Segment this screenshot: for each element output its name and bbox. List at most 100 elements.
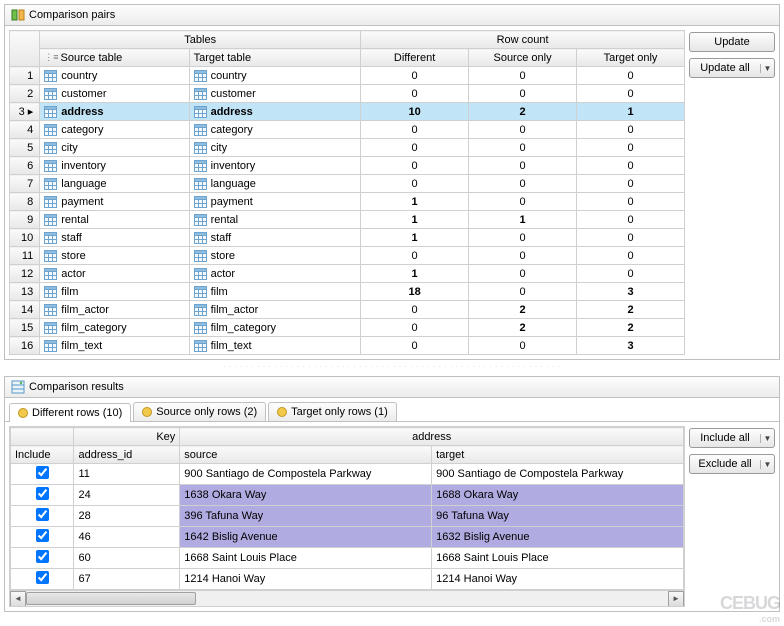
- row-number: 3 ▸: [10, 103, 40, 121]
- table-row[interactable]: 14film_actorfilm_actor022: [10, 301, 685, 319]
- table-row[interactable]: 12actoractor100: [10, 265, 685, 283]
- watermark: CEBUG.com: [720, 593, 780, 624]
- table-row[interactable]: 7languagelanguage000: [10, 175, 685, 193]
- tab-different-rows[interactable]: Different rows (10): [9, 403, 131, 422]
- update-button[interactable]: Update: [689, 32, 775, 52]
- table-row[interactable]: 461642 Bislig Avenue1632 Bislig Avenue: [11, 527, 684, 548]
- include-header[interactable]: Include: [11, 446, 74, 464]
- include-all-button[interactable]: Include all▼: [689, 428, 775, 448]
- include-cell[interactable]: [11, 527, 74, 548]
- include-checkbox[interactable]: [36, 508, 49, 521]
- source-table-cell: language: [40, 175, 189, 193]
- different-cell: 0: [361, 121, 469, 139]
- source-only-cell: 0: [469, 247, 577, 265]
- table-row[interactable]: 11storestore000: [10, 247, 685, 265]
- source-cell: 900 Santiago de Compostela Parkway: [180, 464, 432, 485]
- scroll-left-button[interactable]: ◄: [10, 591, 26, 607]
- table-row[interactable]: 1countrycountry000: [10, 67, 685, 85]
- table-row[interactable]: 28396 Tafuna Way96 Tafuna Way: [11, 506, 684, 527]
- include-checkbox[interactable]: [36, 550, 49, 563]
- source-table-cell: payment: [40, 193, 189, 211]
- table-row[interactable]: 2customercustomer000: [10, 85, 685, 103]
- table-row[interactable]: 8paymentpayment100: [10, 193, 685, 211]
- dropdown-icon[interactable]: ▼: [760, 64, 774, 73]
- include-cell[interactable]: [11, 464, 74, 485]
- target-header[interactable]: target: [432, 446, 684, 464]
- include-checkbox[interactable]: [36, 571, 49, 584]
- target-only-header[interactable]: Target only: [577, 49, 685, 67]
- table-row[interactable]: 13filmfilm1803: [10, 283, 685, 301]
- table-row[interactable]: 5citycity000: [10, 139, 685, 157]
- tables-group-header: Tables: [40, 31, 361, 49]
- table-row[interactable]: 9rentalrental110: [10, 211, 685, 229]
- tab-target-only[interactable]: Target only rows (1): [268, 402, 397, 421]
- row-number: 5: [10, 139, 40, 157]
- target-only-cell: 0: [577, 265, 685, 283]
- table-row[interactable]: 10staffstaff100: [10, 229, 685, 247]
- different-cell: 0: [361, 85, 469, 103]
- source-table-header[interactable]: ⋮≡Source table: [40, 49, 189, 67]
- row-number: 4: [10, 121, 40, 139]
- table-row[interactable]: 601668 Saint Louis Place1668 Saint Louis…: [11, 548, 684, 569]
- include-cell[interactable]: [11, 548, 74, 569]
- source-only-header[interactable]: Source only: [469, 49, 577, 67]
- horizontal-scrollbar[interactable]: ◄ ►: [10, 590, 684, 606]
- empty-group-header: [11, 428, 74, 446]
- update-all-button[interactable]: Update all▼: [689, 58, 775, 78]
- row-number: 11: [10, 247, 40, 265]
- target-only-cell: 0: [577, 193, 685, 211]
- include-checkbox[interactable]: [36, 487, 49, 500]
- target-table-cell: film_actor: [189, 301, 361, 319]
- row-number: 13: [10, 283, 40, 301]
- source-cell: 1214 Hanoi Way: [180, 569, 432, 590]
- table-row[interactable]: 16film_textfilm_text003: [10, 337, 685, 355]
- pairs-grid-container: Tables Row count ⋮≡Source table Target t…: [9, 30, 685, 355]
- row-number: 7: [10, 175, 40, 193]
- include-cell[interactable]: [11, 485, 74, 506]
- source-only-cell: 0: [469, 265, 577, 283]
- include-checkbox[interactable]: [36, 466, 49, 479]
- target-cell: 96 Tafuna Way: [432, 506, 684, 527]
- splitter[interactable]: · · · · · · · · · · · · · · · · · · · · …: [0, 364, 784, 372]
- include-cell[interactable]: [11, 506, 74, 527]
- table-row[interactable]: 3 ▸addressaddress1021: [10, 103, 685, 121]
- table-row[interactable]: 241638 Okara Way1688 Okara Way: [11, 485, 684, 506]
- table-row[interactable]: 6inventoryinventory000: [10, 157, 685, 175]
- different-header[interactable]: Different: [361, 49, 469, 67]
- source-table-cell: country: [40, 67, 189, 85]
- table-row[interactable]: 4categorycategory000: [10, 121, 685, 139]
- address-id-cell: 11: [74, 464, 180, 485]
- target-table-cell: language: [189, 175, 361, 193]
- row-number: 10: [10, 229, 40, 247]
- scroll-right-button[interactable]: ►: [668, 591, 684, 607]
- table-row[interactable]: 11900 Santiago de Compostela Parkway900 …: [11, 464, 684, 485]
- button-column: Update Update all▼: [689, 30, 775, 355]
- dropdown-icon[interactable]: ▼: [760, 460, 774, 469]
- address-id-header[interactable]: address_id: [74, 446, 180, 464]
- row-number: 8: [10, 193, 40, 211]
- source-cell: 1668 Saint Louis Place: [180, 548, 432, 569]
- different-cell: 1: [361, 211, 469, 229]
- target-table-header[interactable]: Target table: [189, 49, 361, 67]
- results-grid[interactable]: Key address Include address_id source ta…: [10, 427, 684, 590]
- scroll-thumb[interactable]: [26, 592, 196, 605]
- key-group-header: Key: [74, 428, 180, 446]
- source-header[interactable]: source: [180, 446, 432, 464]
- source-table-cell: customer: [40, 85, 189, 103]
- include-cell[interactable]: [11, 569, 74, 590]
- source-table-cell: film: [40, 283, 189, 301]
- source-table-cell: staff: [40, 229, 189, 247]
- include-checkbox[interactable]: [36, 529, 49, 542]
- source-only-cell: 0: [469, 157, 577, 175]
- dropdown-icon[interactable]: ▼: [760, 434, 774, 443]
- tab-source-only[interactable]: Source only rows (2): [133, 402, 266, 421]
- pairs-grid[interactable]: Tables Row count ⋮≡Source table Target t…: [9, 30, 685, 355]
- table-row[interactable]: 15film_categoryfilm_category022: [10, 319, 685, 337]
- source-table-cell: city: [40, 139, 189, 157]
- target-only-cell: 0: [577, 67, 685, 85]
- table-row[interactable]: 671214 Hanoi Way1214 Hanoi Way: [11, 569, 684, 590]
- target-only-cell: 0: [577, 121, 685, 139]
- target-table-cell: film: [189, 283, 361, 301]
- exclude-all-button[interactable]: Exclude all▼: [689, 454, 775, 474]
- rowcount-group-header: Row count: [361, 31, 685, 49]
